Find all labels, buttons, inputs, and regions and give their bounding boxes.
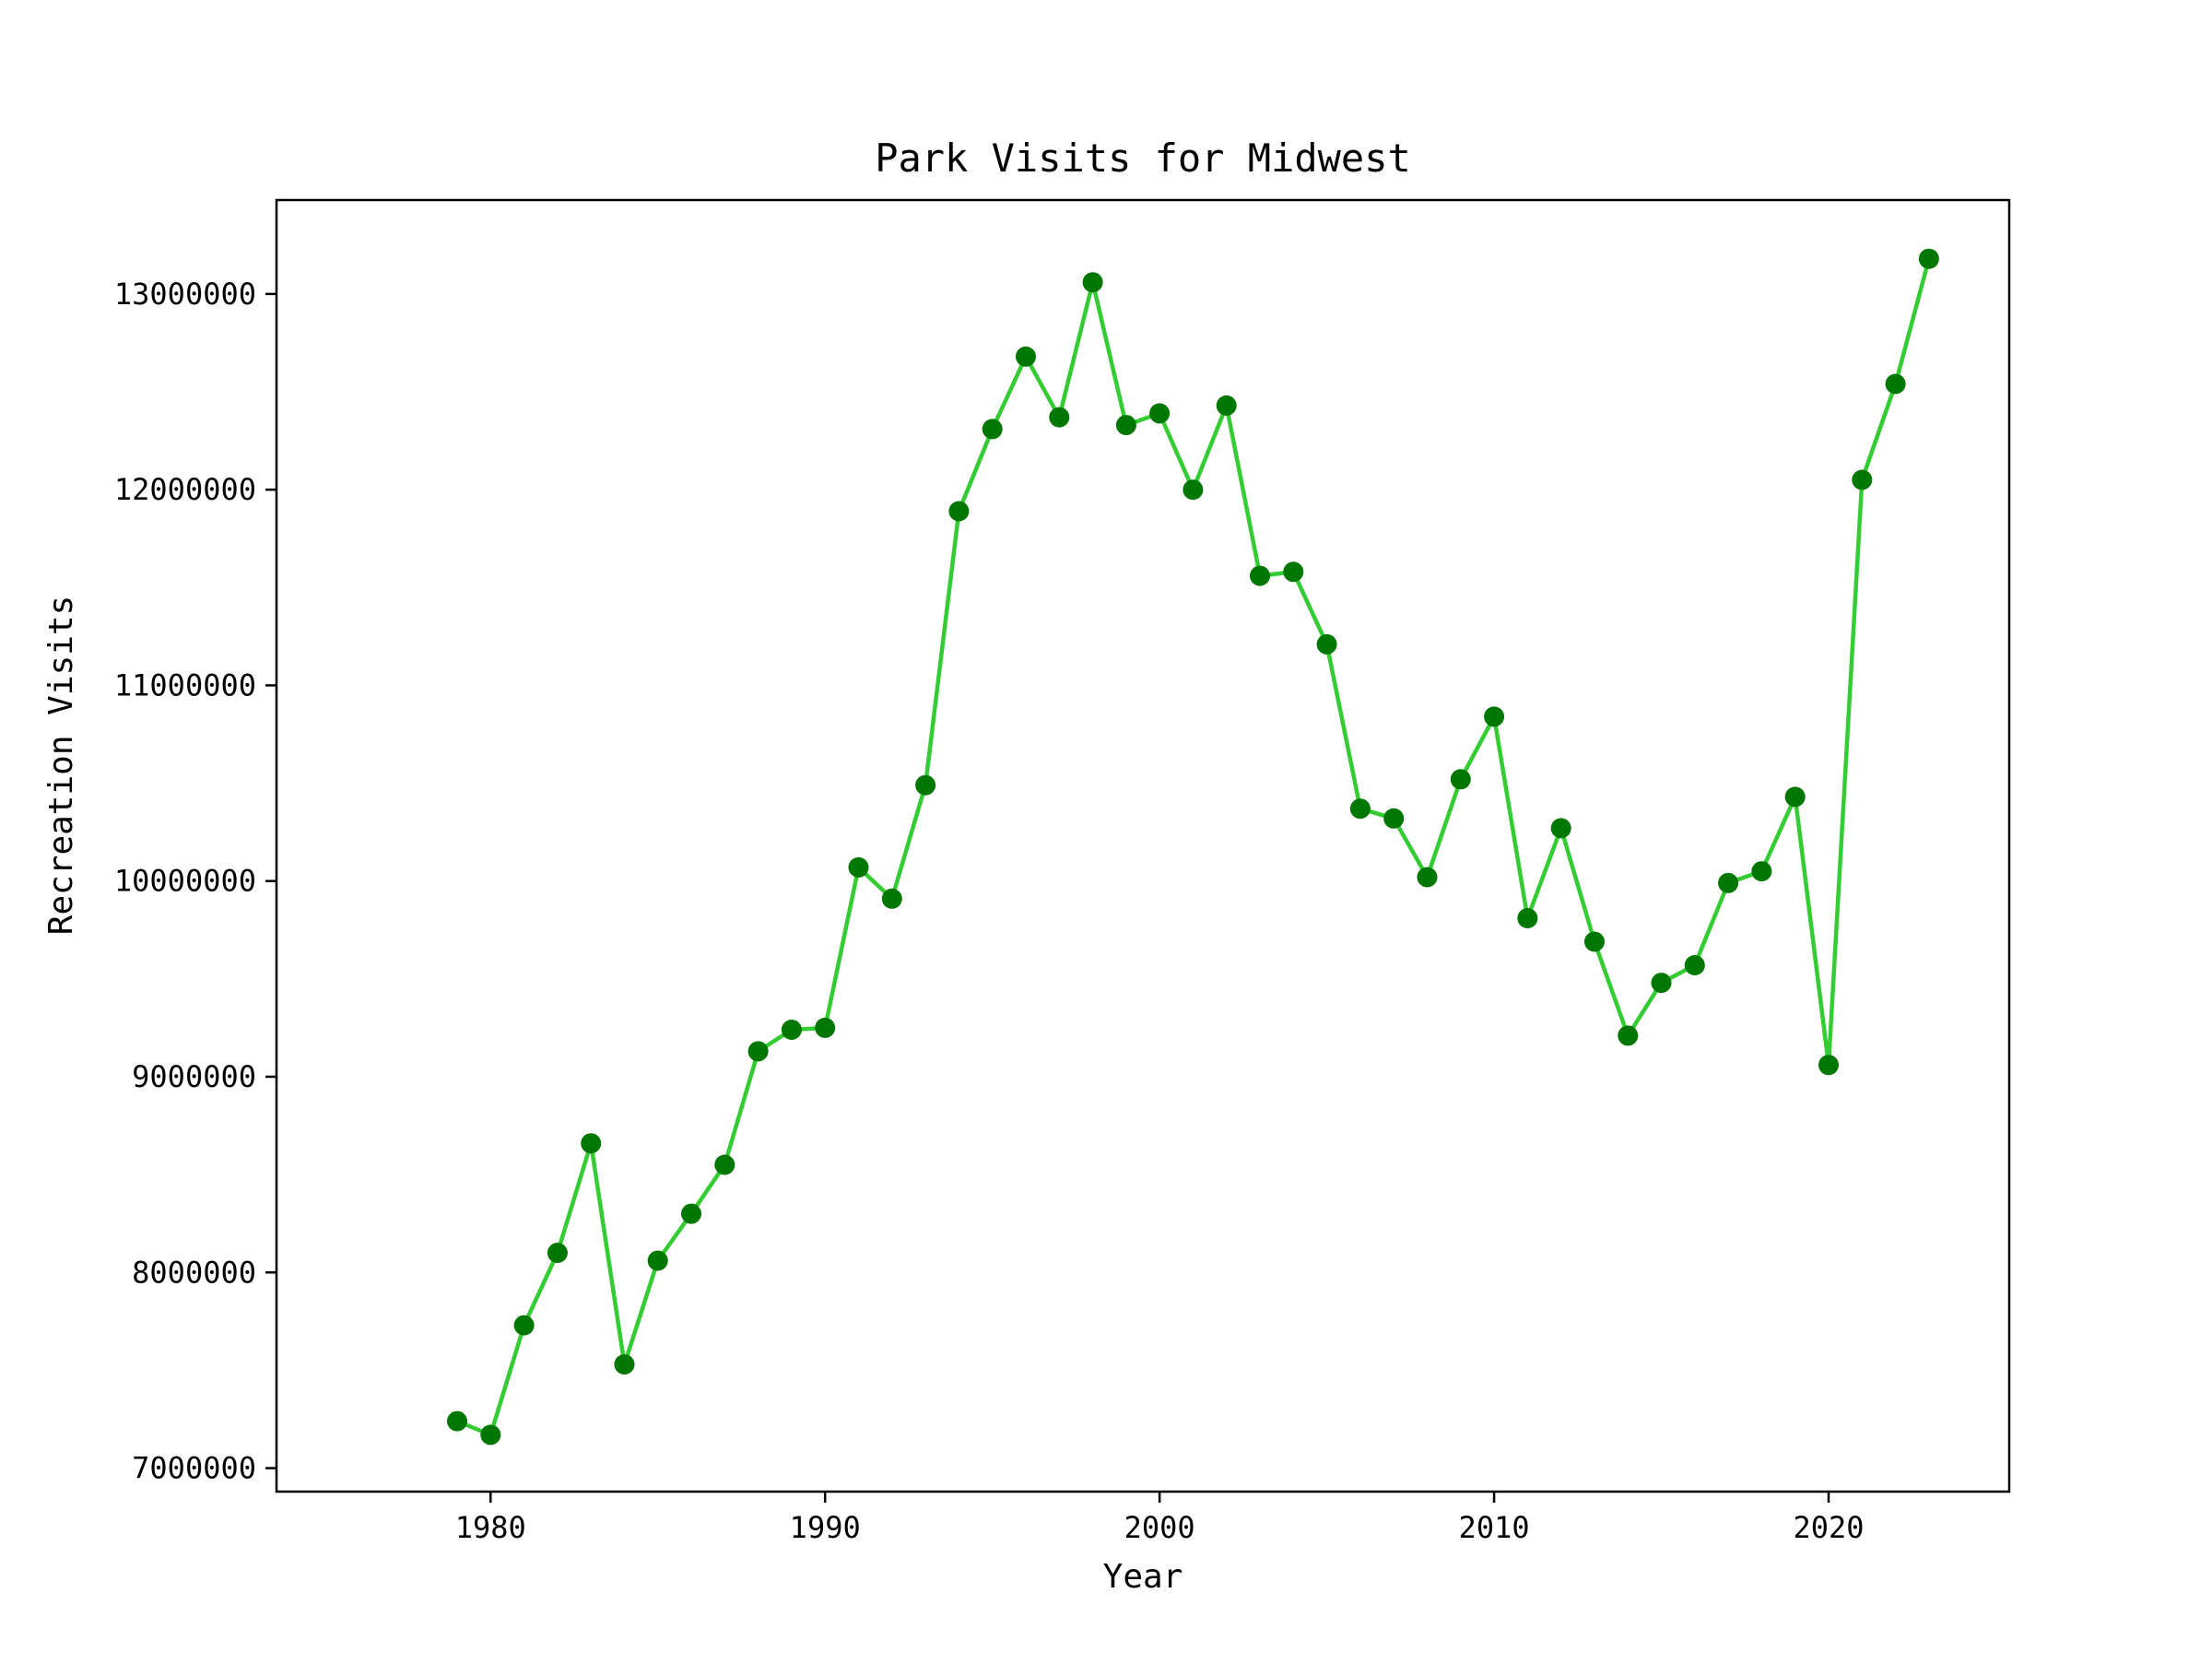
x-tick-label: 2020 (1793, 1510, 1864, 1545)
data-point (1383, 808, 1405, 829)
data-point (1349, 798, 1371, 820)
data-point (1550, 818, 1571, 839)
y-tick-label: 8000000 (132, 1255, 256, 1290)
y-tick-label: 12000000 (114, 472, 256, 507)
data-point (1082, 272, 1103, 293)
data-point (1784, 786, 1806, 808)
y-tick-label: 7000000 (132, 1451, 256, 1486)
data-point (647, 1250, 668, 1271)
data-point (1250, 565, 1270, 586)
data-point (547, 1243, 568, 1263)
x-axis-label: Year (1103, 1558, 1183, 1596)
x-tick-label: 1990 (790, 1510, 861, 1545)
data-point (747, 1041, 769, 1062)
data-point (1216, 395, 1237, 416)
y-tick-label: 11000000 (114, 667, 256, 702)
data-point (1115, 415, 1136, 436)
y-axis-label: Recreation Visits (42, 596, 80, 935)
data-point (1718, 872, 1739, 893)
plot-area-frame (275, 198, 2011, 1493)
data-point (1283, 561, 1304, 583)
data-point (1149, 403, 1171, 424)
data-point (1684, 955, 1705, 975)
data-point (1651, 973, 1672, 994)
data-point (1049, 407, 1070, 428)
data-point (1484, 706, 1505, 727)
data-point (982, 419, 1003, 440)
axis-ticks: 1980 1990 2000 2010 2020 7000000 8000000 900000… (114, 277, 1865, 1545)
x-tick-label: 2010 (1459, 1510, 1530, 1545)
data-point (1852, 469, 1873, 490)
data-point (881, 888, 902, 909)
data-point (480, 1424, 501, 1446)
y-tick-label: 9000000 (132, 1059, 256, 1094)
data-point (1751, 861, 1772, 882)
data-point (1918, 248, 1939, 269)
data-point (1450, 769, 1471, 790)
data-point (1417, 867, 1438, 888)
data-point (1618, 1025, 1639, 1046)
data-point (848, 856, 869, 878)
x-tick-label: 2000 (1124, 1510, 1195, 1545)
data-point (1182, 479, 1204, 501)
data-point (513, 1315, 535, 1336)
data-point (781, 1020, 802, 1040)
data-point (1016, 346, 1036, 367)
y-tick-label: 13000000 (114, 277, 256, 312)
data-point (681, 1203, 701, 1224)
data-point (1818, 1055, 1839, 1076)
data-point (948, 501, 970, 522)
data-point (1584, 931, 1605, 952)
data-point (1885, 373, 1906, 395)
data-point (614, 1354, 635, 1375)
data-point (581, 1133, 602, 1154)
data-point (714, 1154, 735, 1175)
data-series (447, 248, 1939, 1446)
data-point (1517, 908, 1538, 928)
data-point (915, 774, 936, 796)
chart-title: Park Visits for Midwest (875, 136, 1411, 181)
data-point (815, 1017, 836, 1038)
y-tick-label: 10000000 (114, 864, 256, 899)
data-point (447, 1410, 467, 1432)
x-tick-label: 1980 (455, 1510, 526, 1545)
data-point (1316, 633, 1337, 655)
